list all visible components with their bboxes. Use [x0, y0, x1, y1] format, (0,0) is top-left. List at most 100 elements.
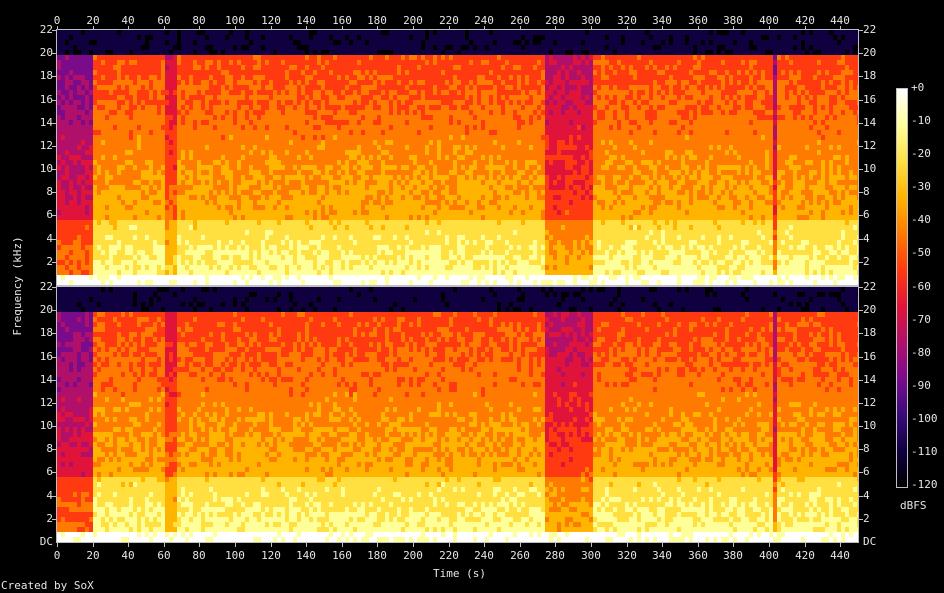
spectrogram-cell	[333, 130, 337, 135]
spectrogram-cell	[385, 30, 389, 35]
spectrogram-cell	[97, 275, 101, 280]
spectrogram-cell	[209, 60, 213, 65]
spectrogram-cell	[421, 280, 425, 285]
spectrogram-cell	[381, 135, 385, 140]
spectrogram-cell	[445, 220, 449, 225]
spectrogram-cell	[409, 170, 413, 175]
spectrogram-cell	[341, 135, 345, 140]
spectrogram-cell	[157, 260, 161, 265]
spectrogram-cell	[261, 210, 265, 215]
spectrogram-cell	[309, 60, 313, 65]
spectrogram-cell	[157, 135, 161, 140]
spectrogram-cell	[385, 190, 389, 195]
spectrogram-cell	[397, 120, 401, 125]
spectrogram-cell	[89, 260, 93, 265]
spectrogram-cell	[381, 145, 385, 150]
spectrogram-cell	[97, 220, 101, 225]
spectrogram-cell	[213, 240, 217, 245]
spectrogram-cell	[417, 160, 421, 165]
spectrogram-cell	[89, 75, 93, 80]
spectrogram-cell	[125, 200, 129, 205]
spectrogram-cell	[69, 50, 73, 55]
spectrogram-cell	[261, 250, 265, 255]
spectrogram-cell	[369, 70, 373, 75]
spectrogram-cell	[393, 70, 397, 75]
spectrogram-cell	[237, 95, 241, 100]
spectrogram-cell	[269, 105, 273, 110]
spectrogram-cell	[305, 240, 309, 245]
spectrogram-cell	[377, 85, 381, 90]
spectrogram-cell	[249, 170, 253, 175]
spectrogram-cell	[289, 105, 293, 110]
spectrogram-cell	[269, 205, 273, 210]
spectrogram-cell	[97, 45, 101, 50]
spectrogram-cell	[317, 215, 321, 220]
spectrogram-cell	[153, 170, 157, 175]
spectrogram-cell	[221, 65, 225, 70]
spectrogram-cell	[433, 95, 437, 100]
spectrogram-cell	[285, 60, 289, 65]
spectrogram-cell	[73, 235, 77, 240]
spectrogram-cell	[213, 195, 217, 200]
spectrogram-cell	[89, 110, 93, 115]
spectrogram-cell	[413, 205, 417, 210]
spectrogram-cell	[313, 225, 317, 230]
spectrogram-cell	[89, 150, 93, 155]
spectrogram-cell	[357, 245, 361, 250]
spectrogram-cell	[133, 150, 137, 155]
spectrogram-cell	[201, 195, 205, 200]
spectrogram-cell	[85, 175, 89, 180]
spectrogram-cell	[345, 120, 349, 125]
spectrogram-cell	[177, 205, 181, 210]
spectrogram-cell	[93, 240, 97, 245]
spectrogram-cell	[397, 65, 401, 70]
spectrogram-cell	[345, 275, 349, 280]
spectrogram-cell	[405, 280, 409, 285]
spectrogram-cell	[97, 90, 101, 95]
spectrogram-cell	[137, 140, 141, 145]
spectrogram-cell	[285, 160, 289, 165]
spectrogram-cell	[329, 185, 333, 190]
spectrogram-cell	[313, 135, 317, 140]
spectrogram-cell	[113, 210, 117, 215]
spectrogram-cell	[209, 260, 213, 265]
spectrogram-cell	[361, 280, 365, 285]
spectrogram-cell	[93, 220, 97, 225]
spectrogram-cell	[341, 115, 345, 120]
spectrogram-cell	[269, 40, 273, 45]
spectrogram-cell	[301, 250, 305, 255]
spectrogram-cell	[317, 135, 321, 140]
spectrogram-cell	[105, 190, 109, 195]
spectrogram-cell	[441, 265, 445, 270]
spectrogram-cell	[269, 280, 273, 285]
spectrogram-cell	[393, 165, 397, 170]
spectrogram-cell	[365, 40, 369, 45]
spectrogram-cell	[337, 215, 341, 220]
spectrogram-cell	[73, 205, 77, 210]
spectrogram-cell	[101, 250, 105, 255]
spectrogram-cell	[241, 220, 245, 225]
spectrogram-cell	[133, 40, 137, 45]
spectrogram-cell	[185, 165, 189, 170]
spectrogram-cell	[257, 130, 261, 135]
spectrogram-cell	[265, 35, 269, 40]
spectrogram-cell	[277, 255, 281, 260]
spectrogram-cell	[313, 145, 317, 150]
spectrogram-cell	[309, 280, 313, 285]
spectrogram-cell	[217, 145, 221, 150]
spectrogram-cell	[245, 180, 249, 185]
spectrogram-cell	[229, 190, 233, 195]
spectrogram-cell	[281, 200, 285, 205]
spectrogram-cell	[141, 275, 145, 280]
spectrogram-cell	[109, 45, 113, 50]
spectrogram-cell	[281, 115, 285, 120]
spectrogram-cell	[65, 230, 69, 235]
spectrogram-cell	[113, 235, 117, 240]
spectrogram-cell	[341, 180, 345, 185]
spectrogram-cell	[197, 150, 201, 155]
spectrogram-cell	[101, 55, 105, 60]
spectrogram-cell	[341, 85, 345, 90]
spectrogram-cell	[249, 100, 253, 105]
spectrogram-cell	[253, 270, 257, 275]
spectrogram-cell	[89, 65, 93, 70]
